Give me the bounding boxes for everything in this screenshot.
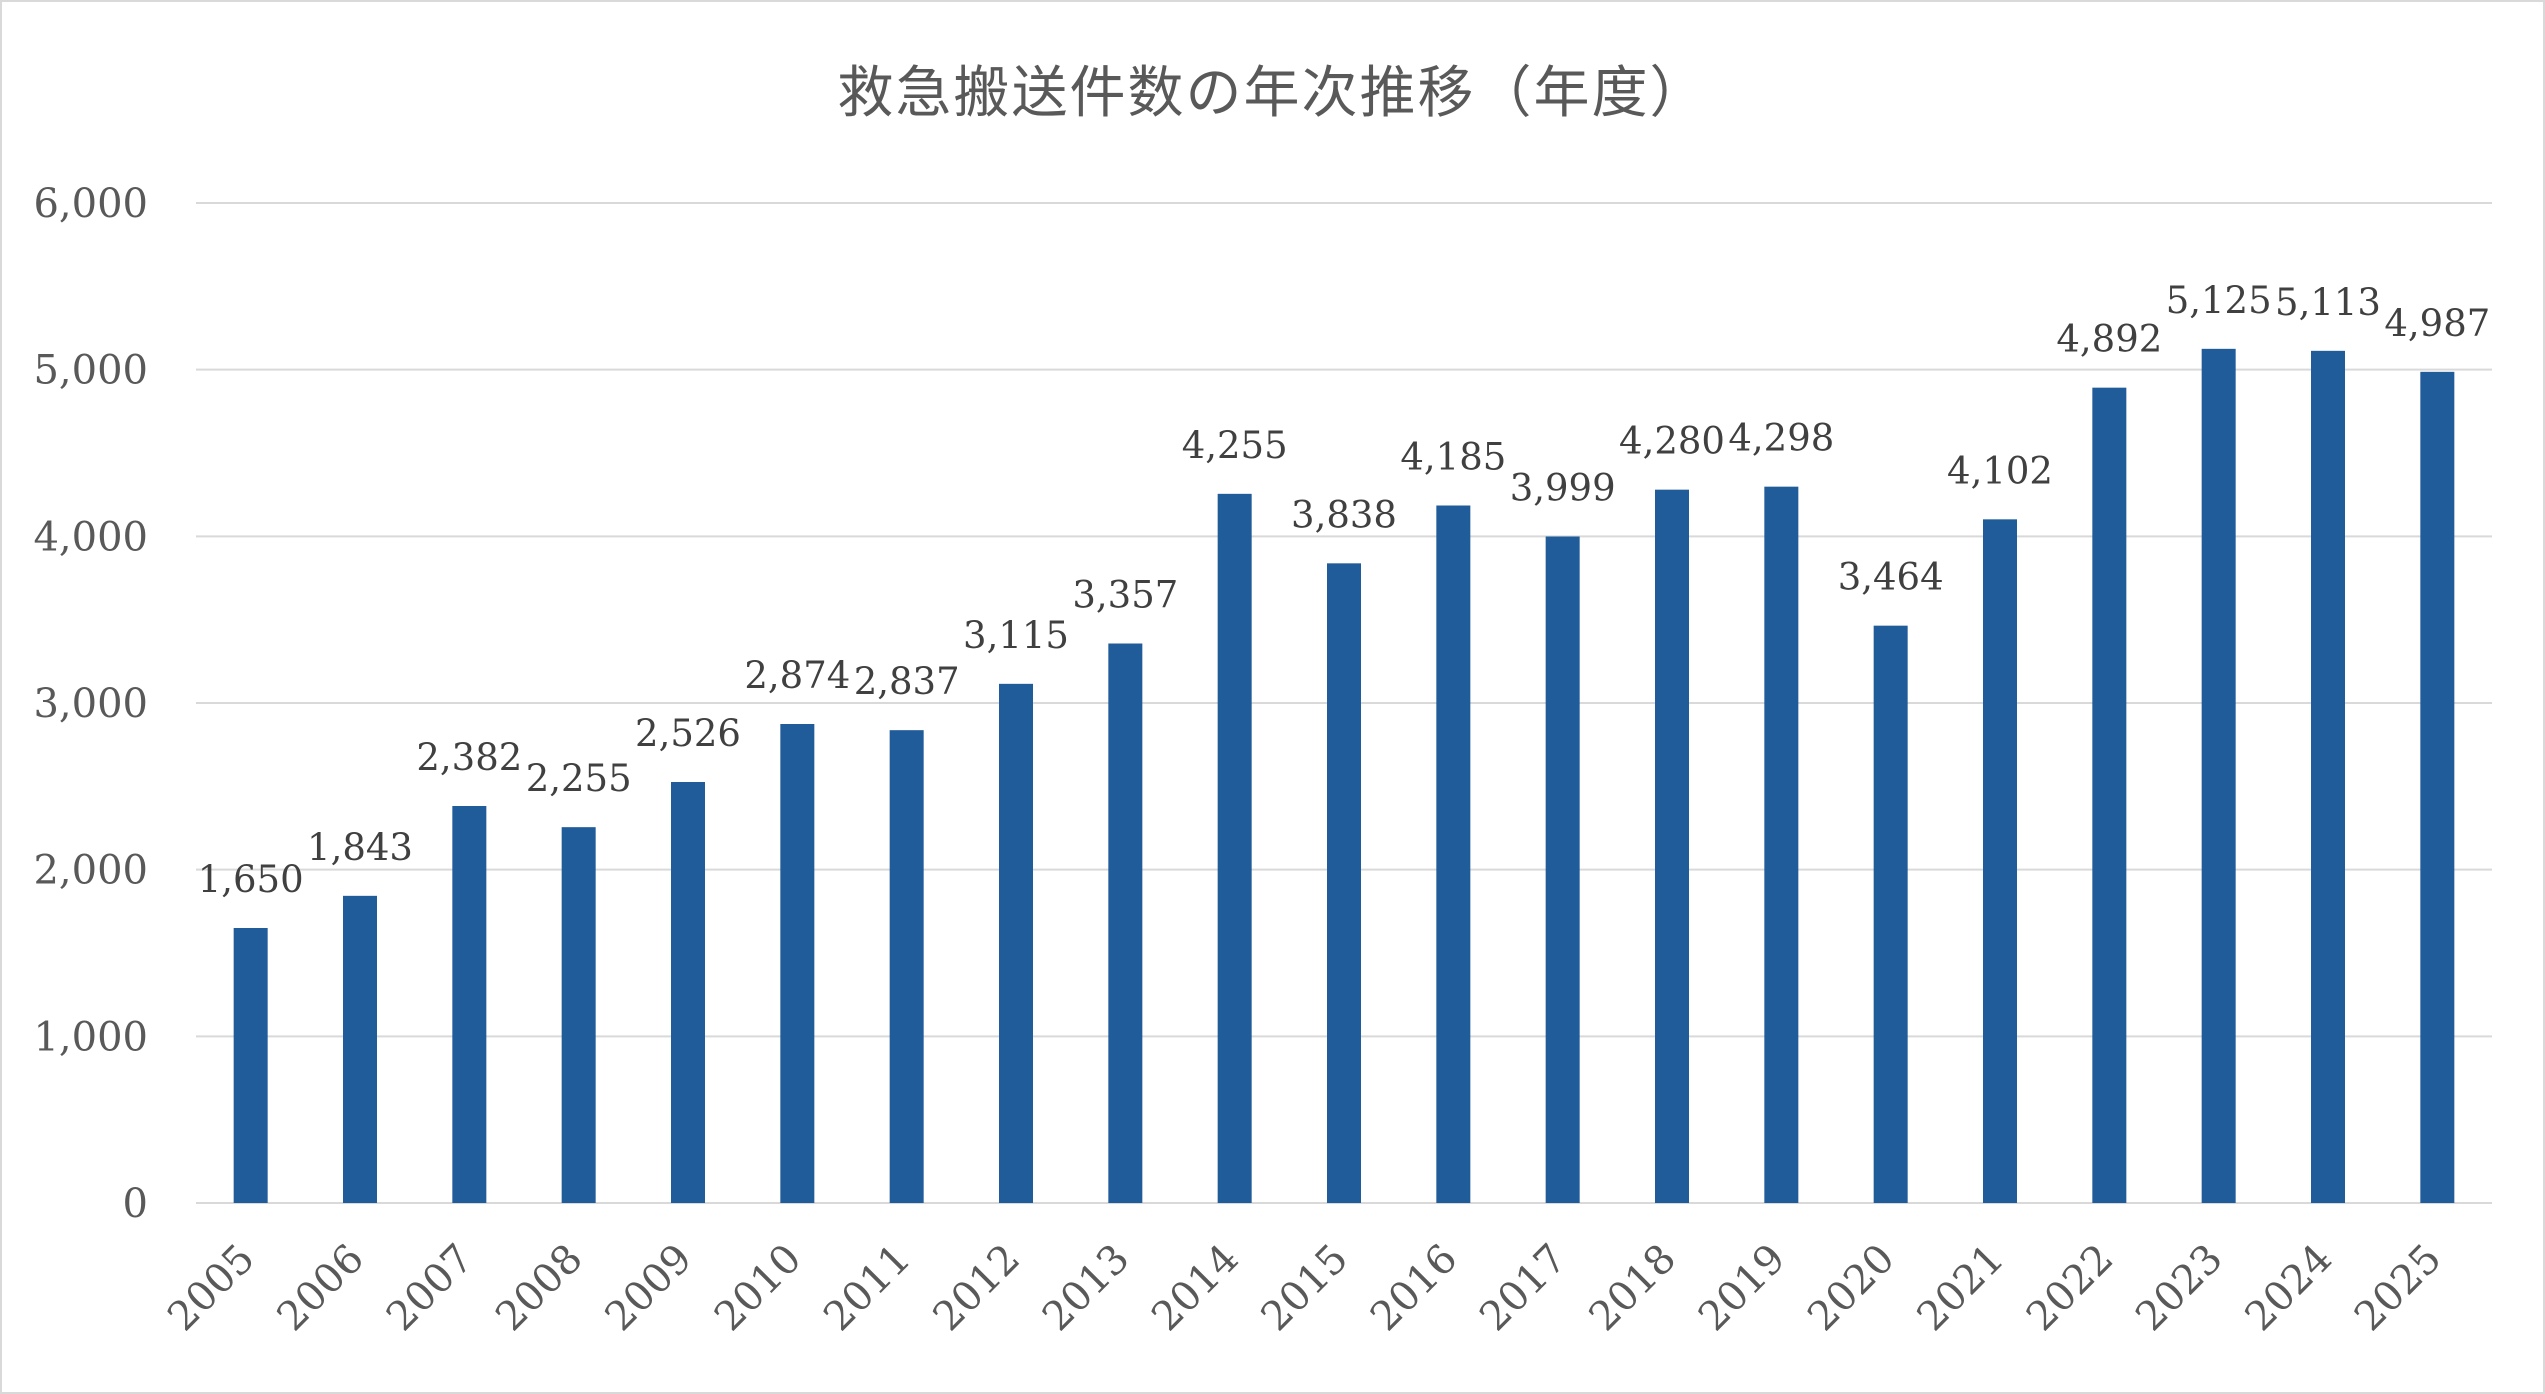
data-label: 4,255 <box>1182 424 1288 467</box>
y-tick-label: 1,000 <box>33 1014 148 1060</box>
data-label: 4,298 <box>1728 417 1834 460</box>
chart-title: 救急搬送件数の年次推移（年度） <box>837 61 1708 126</box>
bar-2018 <box>1655 489 1689 1204</box>
x-tick-label: 2005 <box>159 1236 264 1341</box>
x-tick-label: 2022 <box>2018 1236 2123 1341</box>
bar-2007 <box>452 806 487 1203</box>
bar-2015 <box>1327 563 1361 1203</box>
data-label: 4,892 <box>2056 318 2162 361</box>
x-tick-label: 2016 <box>1362 1236 1467 1341</box>
data-label: 3,838 <box>1291 493 1397 536</box>
y-tick-label: 3,000 <box>33 681 148 727</box>
data-label: 2,837 <box>854 660 960 703</box>
data-label: 3,115 <box>963 614 1069 657</box>
data-label: 5,125 <box>2166 279 2272 322</box>
bar-2008 <box>561 827 596 1203</box>
bar-2020 <box>1873 625 1908 1203</box>
data-label: 3,464 <box>1838 556 1944 599</box>
bar-2024 <box>2311 350 2345 1203</box>
bar-2016 <box>1436 505 1471 1203</box>
data-label: 2,526 <box>635 712 741 755</box>
data-label: 3,999 <box>1510 467 1616 510</box>
x-tick-label: 2019 <box>1690 1236 1795 1341</box>
x-tick-label: 2023 <box>2127 1236 2232 1341</box>
bar-2025 <box>2420 371 2455 1203</box>
data-label: 4,280 <box>1619 420 1725 463</box>
data-label: 2,382 <box>416 736 522 779</box>
data-label: 4,102 <box>1947 449 2053 492</box>
data-label: 3,357 <box>1072 574 1178 617</box>
y-tick-label: 6,000 <box>33 181 148 227</box>
x-tick-label: 2018 <box>1581 1236 1686 1341</box>
bar-2005 <box>233 928 268 1203</box>
x-tick-label: 2017 <box>1471 1236 1576 1341</box>
bar-2022 <box>2092 387 2127 1204</box>
x-tick-label: 2015 <box>1253 1236 1358 1341</box>
data-label: 1,650 <box>198 858 304 901</box>
bar-2017 <box>1545 536 1580 1203</box>
x-tick-label: 2020 <box>1799 1236 1904 1341</box>
y-tick-label: 2,000 <box>33 848 148 894</box>
y-axis-ticks: 0 1,000 2,000 3,000 4,000 5,000 6,000 <box>33 181 148 1227</box>
x-tick-label: 2006 <box>269 1236 374 1341</box>
x-axis-ticks: 2005 2006 2007 2008 2009 2010 2011 2012 2013 2014… <box>159 1236 2450 1341</box>
data-label: 5,113 <box>2275 281 2381 324</box>
y-tick-label: 5,000 <box>33 348 148 394</box>
bar-2023 <box>2201 348 2236 1203</box>
bar-2014 <box>1217 493 1252 1203</box>
bar-2011 <box>889 730 924 1203</box>
bar-2012 <box>999 683 1033 1203</box>
bar-2006 <box>343 895 377 1203</box>
x-tick-label: 2014 <box>1143 1236 1248 1341</box>
x-tick-label: 2009 <box>597 1236 702 1341</box>
bar-2021 <box>1983 519 2017 1203</box>
x-tick-label: 2007 <box>378 1236 483 1341</box>
bar-2010 <box>780 724 815 1203</box>
bar-2009 <box>671 782 705 1203</box>
data-label: 4,185 <box>1400 436 1506 479</box>
x-tick-label: 2025 <box>2346 1236 2451 1341</box>
bar-2019 <box>1764 486 1799 1204</box>
x-tick-label: 2013 <box>1034 1236 1139 1341</box>
x-tick-label: 2008 <box>487 1236 592 1341</box>
y-tick-label: 4,000 <box>33 514 148 560</box>
x-tick-label: 2012 <box>925 1236 1030 1341</box>
bars <box>233 348 2455 1204</box>
x-tick-label: 2011 <box>815 1236 920 1341</box>
data-label: 2,874 <box>744 654 850 697</box>
y-tick-label: 0 <box>123 1181 148 1227</box>
x-tick-label: 2024 <box>2237 1236 2342 1341</box>
data-label: 4,987 <box>2384 302 2490 345</box>
x-tick-label: 2010 <box>706 1236 811 1341</box>
data-label: 2,255 <box>526 757 632 800</box>
data-label: 1,843 <box>307 826 413 869</box>
bar-2013 <box>1108 643 1143 1203</box>
x-tick-label: 2021 <box>1909 1236 2014 1341</box>
